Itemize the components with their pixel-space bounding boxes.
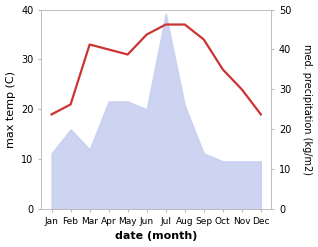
Y-axis label: med. precipitation (kg/m2): med. precipitation (kg/m2) [302, 44, 313, 175]
X-axis label: date (month): date (month) [115, 231, 197, 242]
Y-axis label: max temp (C): max temp (C) [5, 71, 16, 148]
